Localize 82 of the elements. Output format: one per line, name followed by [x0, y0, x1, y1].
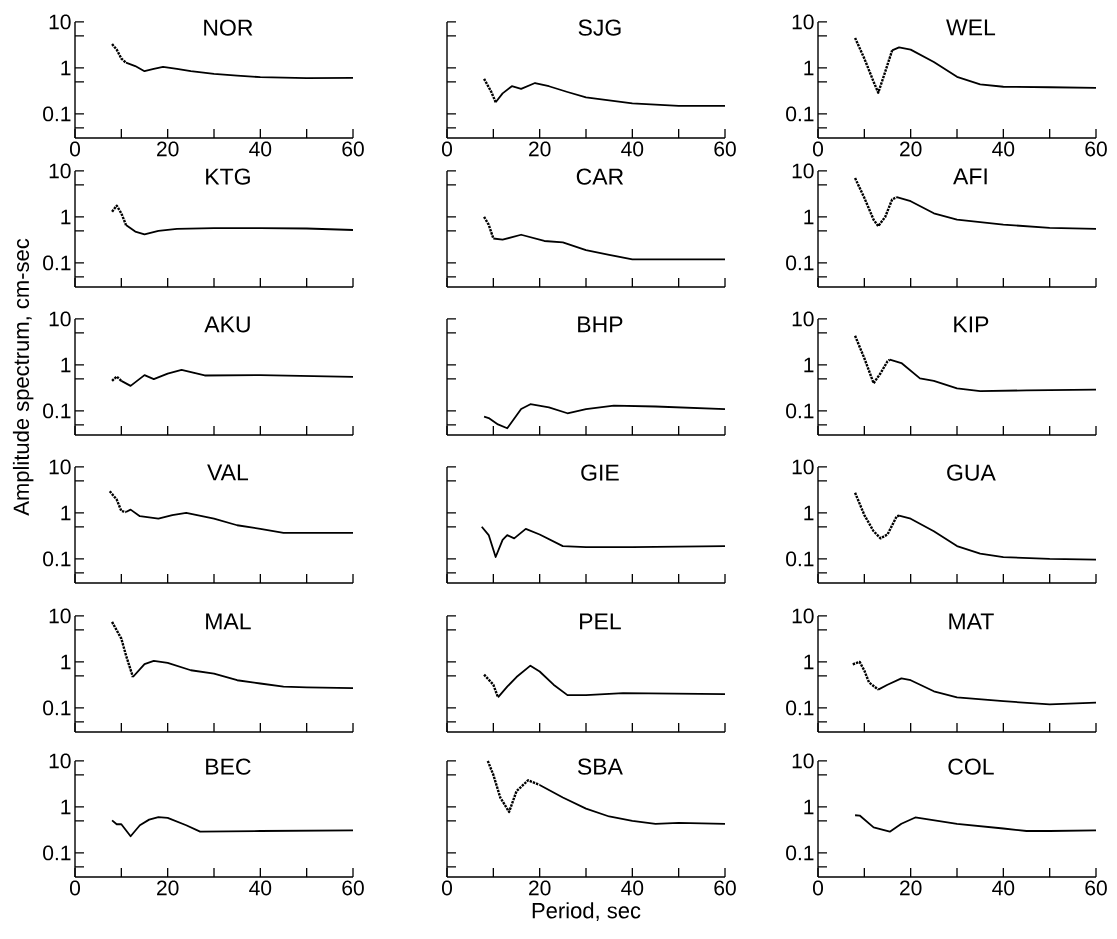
x-tick-label: 20	[900, 880, 922, 896]
y-tick-label: 0.1	[786, 106, 814, 122]
x-tick-label: 20	[157, 880, 179, 896]
y-tick-label: 0.1	[786, 255, 814, 271]
x-tick-label: 0	[812, 141, 824, 157]
y-tick-label: 0.1	[43, 845, 71, 861]
x-tick-label: 60	[342, 141, 364, 157]
y-tick-label: 1	[61, 799, 71, 815]
x-axis-title: Period, sec	[532, 902, 641, 921]
chart-title: VAL	[207, 464, 249, 481]
y-tick-label: 10	[792, 753, 814, 769]
x-tick-label: 40	[249, 880, 272, 896]
chart-title: KIP	[954, 316, 989, 333]
x-tick-label: 60	[714, 141, 736, 157]
x-tick-label: 40	[621, 880, 644, 896]
y-tick-label: 1	[61, 654, 71, 670]
chart-title: MAT	[949, 613, 994, 630]
y-tick-label: 1	[804, 60, 814, 76]
y-tick-label: 10	[49, 753, 71, 769]
x-tick-label: 20	[157, 141, 179, 157]
x-tick-label: 0	[812, 880, 824, 896]
chart-title: BHP	[578, 316, 623, 333]
y-tick-label: 10	[49, 608, 71, 624]
chart-title: WEL	[946, 19, 996, 36]
x-tick-label: 0	[441, 880, 453, 896]
chart-title: SBA	[577, 758, 623, 775]
y-tick-label: 1	[804, 505, 814, 521]
chart-title: BEC	[206, 758, 251, 775]
y-tick-label: 10	[49, 14, 71, 30]
y-tick-label: 10	[792, 608, 814, 624]
y-tick-label: 0.1	[786, 845, 814, 861]
x-tick-label: 0	[441, 141, 453, 157]
x-tick-label: 60	[1085, 141, 1107, 157]
y-tick-label: 1	[804, 654, 814, 670]
line-series	[111, 816, 354, 838]
y-tick-label: 10	[792, 14, 814, 30]
x-tick-label: 20	[900, 141, 922, 157]
x-tick-label: 0	[69, 880, 81, 896]
y-tick-label: 0.1	[786, 700, 814, 716]
chart-title: AKU	[204, 316, 250, 333]
x-tick-label: 40	[249, 141, 272, 157]
y-tick-label: 10	[49, 163, 71, 179]
y-tick-label: 10	[792, 459, 814, 475]
y-tick-label: 0.1	[43, 106, 71, 122]
line-series	[854, 814, 1097, 833]
y-tick-label: 1	[61, 209, 71, 225]
y-tick-label: 1	[61, 60, 71, 76]
chart-title: GUA	[947, 464, 996, 481]
y-axis-title: Amplitude spectrum, cm-sec	[12, 238, 34, 516]
y-tick-label: 1	[804, 357, 814, 373]
x-tick-label: 0	[69, 141, 81, 157]
chart-title: AFI	[953, 168, 987, 185]
x-tick-label: 20	[529, 880, 551, 896]
y-tick-label: 10	[49, 459, 71, 475]
y-tick-label: 0.1	[43, 551, 71, 567]
x-tick-label: 40	[992, 880, 1015, 896]
x-tick-label: 60	[342, 880, 364, 896]
y-tick-label: 1	[61, 505, 71, 521]
y-tick-label: 10	[49, 311, 71, 327]
y-tick-label: 0.1	[43, 403, 71, 419]
y-tick-label: 0.1	[43, 700, 71, 716]
x-tick-label: 20	[529, 141, 551, 157]
y-tick-label: 10	[792, 163, 814, 179]
y-tick-label: 1	[804, 799, 814, 815]
x-tick-label: 40	[992, 141, 1015, 157]
y-tick-label: 0.1	[786, 551, 814, 567]
chart-title: GIE	[581, 464, 619, 481]
chart-title: PEL	[580, 613, 621, 630]
chart-title: NOR	[204, 19, 253, 36]
y-tick-label: 0.1	[786, 403, 814, 419]
chart-title: KTG	[206, 168, 250, 185]
x-tick-label: 60	[1085, 880, 1107, 896]
y-tick-label: 10	[792, 311, 814, 327]
x-tick-label: 60	[714, 880, 736, 896]
chart-title: COL	[948, 758, 994, 775]
y-tick-label: 0.1	[43, 255, 71, 271]
x-tick-label: 40	[621, 141, 644, 157]
chart-title: SJG	[578, 19, 621, 36]
y-tick-label: 1	[804, 209, 814, 225]
y-tick-label: 1	[61, 357, 71, 373]
chart-title: CAR	[576, 168, 624, 185]
chart-title: MAL	[206, 613, 251, 630]
